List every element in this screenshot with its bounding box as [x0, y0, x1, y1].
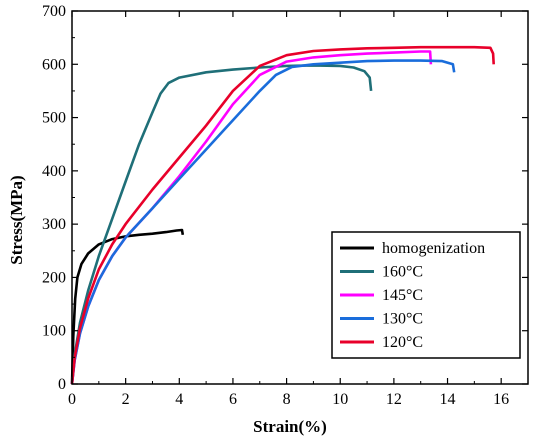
- x-tick-label: 14: [440, 391, 456, 408]
- y-tick-label: 400: [42, 163, 66, 180]
- legend-label: 145°C: [382, 287, 423, 304]
- y-tick-label: 600: [42, 56, 66, 73]
- x-tick-label: 8: [283, 391, 291, 408]
- series-line-homogenization: [70, 228, 185, 385]
- x-tick-label: 2: [122, 391, 130, 408]
- y-axis-title: Stress(MPa): [7, 175, 26, 264]
- y-tick-label: 300: [42, 216, 66, 233]
- legend-label: homogenization: [382, 240, 485, 257]
- x-tick-label: 12: [386, 391, 402, 408]
- legend-label: 130°C: [382, 311, 423, 328]
- x-tick-label: 10: [332, 391, 348, 408]
- legend-label: 120°C: [382, 334, 423, 351]
- y-tick-label: 200: [42, 269, 66, 286]
- x-tick-label: 16: [493, 391, 509, 408]
- series-line-160-c: [70, 64, 373, 385]
- x-axis-title: Strain(%): [253, 417, 327, 436]
- series-layer: [70, 45, 495, 385]
- series-line-130-c: [70, 59, 456, 385]
- x-tick-label: 0: [68, 391, 76, 408]
- y-tick-label: 0: [58, 376, 66, 393]
- y-tick-label: 100: [42, 323, 66, 340]
- legend-label: 160°C: [382, 264, 423, 281]
- x-tick-label: 4: [175, 391, 183, 408]
- series-line-120-c: [70, 45, 495, 385]
- y-tick-label: 500: [42, 110, 66, 127]
- y-tick-label: 700: [42, 3, 66, 20]
- legend: homogenization 160°C 145°C 130°C 120°C: [331, 231, 521, 359]
- axes-layer: 0 2 4 6 8 10 12 14 16 0 100 200 300 400 500 600 700: [42, 3, 529, 408]
- x-tick-label: 6: [229, 391, 237, 408]
